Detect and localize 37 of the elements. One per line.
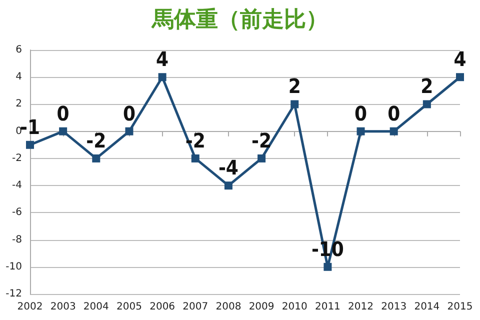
data-label: -2 [252,128,272,152]
data-label: 2 [288,74,301,98]
data-label: 4 [454,47,466,72]
x-tick-label: 2014 [414,302,440,312]
y-tick-label: -6 [12,207,22,218]
x-tick-label: 2011 [314,302,340,312]
y-tick-label: -12 [6,288,22,300]
y-tick-label: 0 [16,126,22,137]
data-label: 2 [420,74,434,98]
x-tick-label: 2010 [282,302,308,312]
x-tick-label: 2015 [447,302,473,312]
x-tick-label: 2009 [248,302,274,312]
y-tick-label: -2 [12,152,22,164]
chart-title: 馬体重（前走比） [151,8,328,32]
x-tick-label: 2007 [182,302,208,312]
x-tick-label: 2012 [348,302,374,312]
x-tick-label: 2002 [17,302,43,312]
data-label: 0 [388,101,400,126]
y-tick-label: -10 [6,261,22,272]
x-tick-label: 2013 [381,302,407,312]
data-label: 0 [122,101,136,126]
data-label: -1 [20,114,40,139]
x-tick-label: 2004 [83,302,109,312]
x-tick-label: 2006 [150,302,176,312]
data-label: 0 [354,101,368,126]
x-tick-label: 2003 [50,302,76,312]
y-tick-label: -4 [12,180,22,192]
y-tick-label: 2 [16,98,22,110]
x-tick-label: 2005 [116,302,142,312]
data-label: -2 [86,128,106,152]
data-label: 4 [156,47,169,72]
y-tick-label: 4 [16,72,22,83]
x-tick-label: 2008 [216,302,242,312]
data-label: 0 [56,101,70,126]
data-label: -4 [218,156,238,180]
y-tick-label: -8 [12,234,22,246]
y-tick-label: 6 [16,44,22,56]
